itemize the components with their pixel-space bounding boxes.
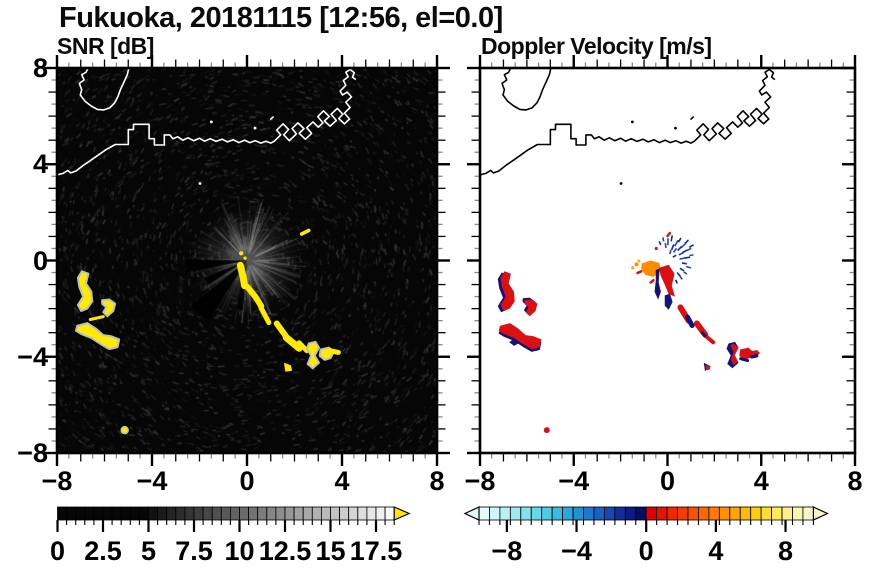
y-axis-tick-label: 0 (32, 245, 48, 276)
doppler-x-tick-label: 0 (659, 466, 676, 496)
snr-map-panel (44, 55, 450, 466)
snr-x-tick-label: 4 (334, 466, 350, 496)
doppler-axis-frame (467, 55, 857, 466)
snr-colorbar-tick-label: 12.5 (258, 536, 312, 566)
snr-colorbar (56, 506, 411, 532)
snr-panel-title: SNR [dB] (57, 33, 154, 59)
doppler-echo-layer (480, 68, 776, 434)
y-axis-tick-label: −8 (17, 438, 48, 468)
y-axis-tick-label: 8 (32, 53, 48, 83)
snr-colorbar-tick-label: 17.5 (349, 536, 403, 566)
doppler-colorbar-tick-label: 0 (638, 536, 654, 566)
doppler-colorbar-tick-label: 4 (708, 536, 724, 566)
snr-colorbar-tick-label: 15 (315, 536, 346, 566)
doppler-map-panel (467, 55, 857, 466)
y-axis-tick-label: 4 (32, 149, 48, 180)
figure-title: Fukuoka, 20181115 [12:56, el=0.0] (59, 2, 503, 34)
snr-x-tick-label: 8 (429, 466, 445, 496)
doppler-colorbar-tick-label: −4 (561, 536, 592, 566)
doppler-colorbar-tick-label: −8 (491, 536, 523, 566)
snr-axis-frame (44, 55, 450, 466)
doppler-x-tick-label: −4 (558, 466, 590, 496)
snr-x-tick-label: −4 (136, 466, 168, 496)
y-axis-tick-label: −4 (17, 341, 48, 372)
snr-colorbar-tick-label: 2.5 (84, 536, 122, 566)
snr-echo-layer (57, 68, 357, 435)
snr-colorbar-tick-label: 10 (224, 536, 255, 566)
snr-colorbar-tick-label: 7.5 (175, 536, 213, 566)
snr-colorbar-tick-label: 5 (140, 536, 157, 566)
snr-x-tick-label: −8 (41, 466, 73, 496)
snr-colorbar-tick-label: 0 (49, 536, 66, 566)
doppler-x-tick-label: −8 (464, 466, 496, 496)
doppler-colorbar (463, 506, 829, 532)
doppler-colorbar-tick-label: 8 (778, 536, 794, 566)
doppler-x-tick-label: 4 (753, 466, 769, 496)
doppler-x-tick-label: 8 (847, 466, 863, 496)
doppler-panel-title: Doppler Velocity [m/s] (481, 33, 712, 59)
snr-noise-background (57, 68, 437, 453)
snr-x-tick-label: 0 (239, 466, 255, 496)
